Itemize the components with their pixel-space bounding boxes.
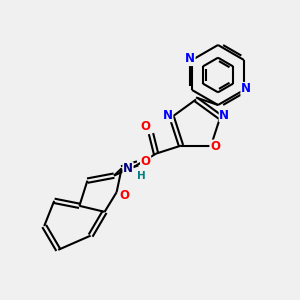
Text: N: N: [185, 52, 195, 65]
Text: H: H: [136, 171, 146, 181]
Text: N: N: [241, 82, 251, 95]
Text: O: O: [140, 120, 150, 133]
Text: O: O: [210, 140, 220, 153]
Text: N: N: [219, 109, 229, 122]
Text: O: O: [120, 189, 130, 202]
Text: N: N: [123, 162, 133, 175]
Text: N: N: [163, 109, 173, 122]
Text: O: O: [141, 155, 151, 168]
